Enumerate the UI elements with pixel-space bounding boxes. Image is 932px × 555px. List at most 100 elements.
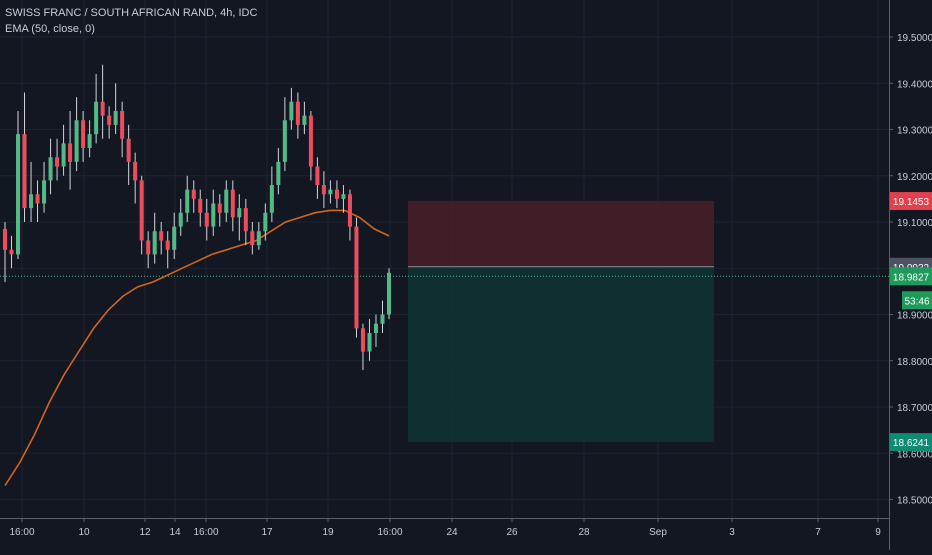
y-tick-label: 18.7000: [897, 403, 932, 414]
candle-body: [146, 240, 151, 255]
x-tick-label: 16:00: [377, 527, 402, 538]
candle-body: [276, 161, 281, 185]
ema-indicator-label: EMA (50, close, 0): [5, 23, 95, 35]
candle-body: [334, 189, 339, 199]
candle-body: [263, 212, 268, 232]
candle-body: [282, 120, 287, 162]
candle-body: [159, 231, 164, 241]
x-tick-label: 14: [169, 527, 181, 538]
x-tick-label: 3: [729, 527, 735, 538]
candle-body: [360, 328, 365, 352]
x-tick-label: 17: [261, 527, 273, 538]
y-tick-label: 18.8000: [897, 357, 932, 368]
candle-body: [172, 226, 177, 250]
x-tick-label: 7: [815, 527, 821, 538]
candle-body: [126, 138, 131, 162]
candle-body: [198, 198, 203, 213]
candle-body: [35, 194, 40, 204]
candle-body: [48, 157, 53, 181]
y-tick-label: 18.5000: [897, 496, 932, 507]
candle-body: [133, 161, 138, 181]
x-tick-label: 12: [139, 527, 151, 538]
ema-line: [4, 209, 390, 487]
current-price-label-bg: [890, 267, 932, 286]
target-price-label: 18.6241: [893, 438, 930, 449]
candle-body: [250, 231, 255, 246]
chart-legend: SWISS FRANC / SOUTH AFRICAN RAND, 4h, ID…: [5, 5, 257, 37]
candle-body: [87, 134, 92, 148]
candle-body: [2, 228, 8, 250]
candle-body: [217, 203, 222, 213]
x-tick-label: 26: [506, 527, 518, 538]
candle-body: [94, 101, 99, 135]
candle-body: [165, 240, 170, 250]
candle-body: [243, 208, 248, 232]
symbol-title: SWISS FRANC / SOUTH AFRICAN RAND, 4h, ID…: [5, 7, 258, 19]
candle-body: [256, 231, 261, 246]
candle-body: [341, 194, 346, 199]
take-profit-zone[interactable]: [408, 266, 714, 443]
candle-body: [315, 166, 320, 185]
y-tick-label: 18.9000: [897, 311, 932, 322]
candle-body: [9, 249, 14, 255]
x-tick-label: 10: [78, 527, 90, 538]
y-tick-label: 19.5000: [897, 33, 932, 44]
candle-body: [22, 134, 27, 209]
candle-body: [380, 314, 385, 324]
candle-body: [230, 189, 235, 218]
candle-body: [120, 111, 125, 139]
candle-body: [269, 185, 274, 213]
candle-body: [373, 323, 379, 333]
stop-price-label: 19.1453: [893, 197, 930, 208]
candle-body: [367, 333, 372, 352]
candle-body: [61, 143, 66, 167]
risk-reward-zones[interactable]: [408, 201, 714, 443]
candle-body: [308, 115, 313, 167]
candle-body: [55, 157, 60, 167]
y-tick-label: 19.3000: [897, 126, 932, 137]
x-tick-label: 24: [446, 527, 458, 538]
stop-loss-zone[interactable]: [408, 201, 714, 267]
candle-body: [224, 189, 229, 213]
candle-body: [74, 120, 79, 162]
x-tick-label: 19: [322, 527, 334, 538]
y-tick-label: 19.4000: [897, 79, 932, 90]
ema-line-group: [4, 209, 390, 487]
candle-body: [295, 101, 300, 125]
x-tick-label: Sep: [649, 527, 667, 538]
candle-body: [42, 180, 47, 204]
candle-body: [237, 208, 242, 218]
countdown-label: 53:46: [904, 296, 929, 307]
x-tick-label: 16:00: [9, 527, 34, 538]
candles-group: [2, 64, 392, 370]
y-tick-label: 18.6000: [897, 449, 932, 460]
candle-body: [321, 185, 326, 195]
candle-body: [354, 226, 359, 329]
candle-body: [68, 143, 73, 162]
candle-body: [29, 194, 34, 209]
candle-body: [191, 189, 196, 199]
candle-body: [81, 120, 86, 148]
candle-body: [113, 111, 118, 125]
y-tick-label: 19.2000: [897, 172, 932, 183]
candle-body: [139, 180, 144, 241]
candle-body: [100, 101, 105, 116]
countdown-label-bg: [902, 291, 932, 310]
candle-body: [386, 272, 392, 315]
target-price-label-bg: [890, 433, 932, 452]
candle-body: [328, 189, 333, 195]
current-price-label: 18.9827: [893, 272, 930, 283]
candle-body: [15, 134, 21, 255]
candle-body: [211, 203, 216, 227]
x-tick-label: 28: [578, 527, 590, 538]
candle-body: [152, 231, 157, 255]
candle-body: [302, 115, 307, 125]
candle-body: [178, 212, 183, 227]
stop-price-label-bg: [890, 192, 932, 211]
x-tick-label: 16:00: [193, 527, 218, 538]
candle-body: [347, 194, 352, 227]
candle-body: [185, 189, 190, 213]
